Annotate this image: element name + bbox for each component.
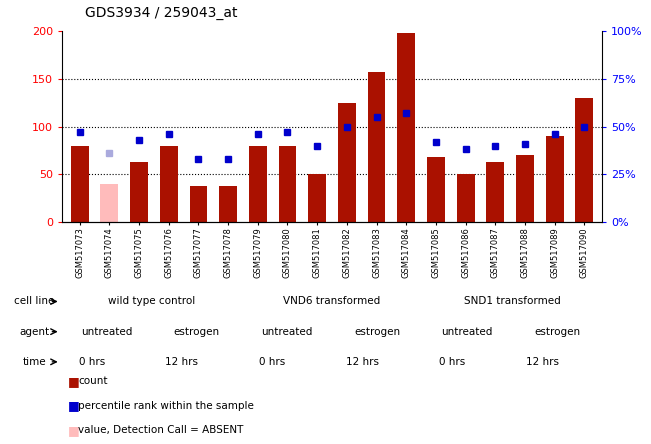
Text: 0 hrs: 0 hrs (439, 357, 465, 367)
Bar (159, 146, 178, 222)
Bar (100, 184, 118, 222)
Bar (249, 146, 267, 222)
Text: untreated: untreated (261, 327, 312, 337)
Text: GDS3934 / 259043_at: GDS3934 / 259043_at (85, 6, 237, 20)
Bar (219, 186, 237, 222)
Text: wild type control: wild type control (108, 297, 195, 306)
Bar (71, 146, 89, 222)
Text: percentile rank within the sample: percentile rank within the sample (78, 401, 254, 411)
Text: ■: ■ (68, 399, 80, 412)
Text: VND6 transformed: VND6 transformed (283, 297, 381, 306)
Text: estrogen: estrogen (354, 327, 400, 337)
Bar (368, 72, 385, 222)
Text: estrogen: estrogen (174, 327, 220, 337)
Text: time: time (22, 357, 46, 367)
Bar (575, 98, 593, 222)
Text: ■: ■ (68, 424, 80, 437)
Text: ■: ■ (68, 375, 80, 388)
Text: estrogen: estrogen (534, 327, 580, 337)
Bar (486, 162, 505, 222)
Text: cell line: cell line (14, 297, 54, 306)
Text: 12 hrs: 12 hrs (525, 357, 559, 367)
Bar (516, 155, 534, 222)
Bar (189, 186, 207, 222)
Bar (427, 157, 445, 222)
Bar (546, 136, 564, 222)
Text: agent: agent (19, 327, 49, 337)
Bar (397, 33, 415, 222)
Text: count: count (78, 377, 107, 386)
Bar (130, 162, 148, 222)
Bar (457, 174, 475, 222)
Bar (338, 103, 355, 222)
Bar (279, 146, 296, 222)
Text: SND1 transformed: SND1 transformed (464, 297, 561, 306)
Text: 12 hrs: 12 hrs (346, 357, 378, 367)
Text: 0 hrs: 0 hrs (79, 357, 105, 367)
Text: value, Detection Call = ABSENT: value, Detection Call = ABSENT (78, 425, 243, 435)
Text: 12 hrs: 12 hrs (165, 357, 199, 367)
Text: 0 hrs: 0 hrs (259, 357, 285, 367)
Bar (309, 174, 326, 222)
Text: untreated: untreated (81, 327, 133, 337)
Text: untreated: untreated (441, 327, 493, 337)
